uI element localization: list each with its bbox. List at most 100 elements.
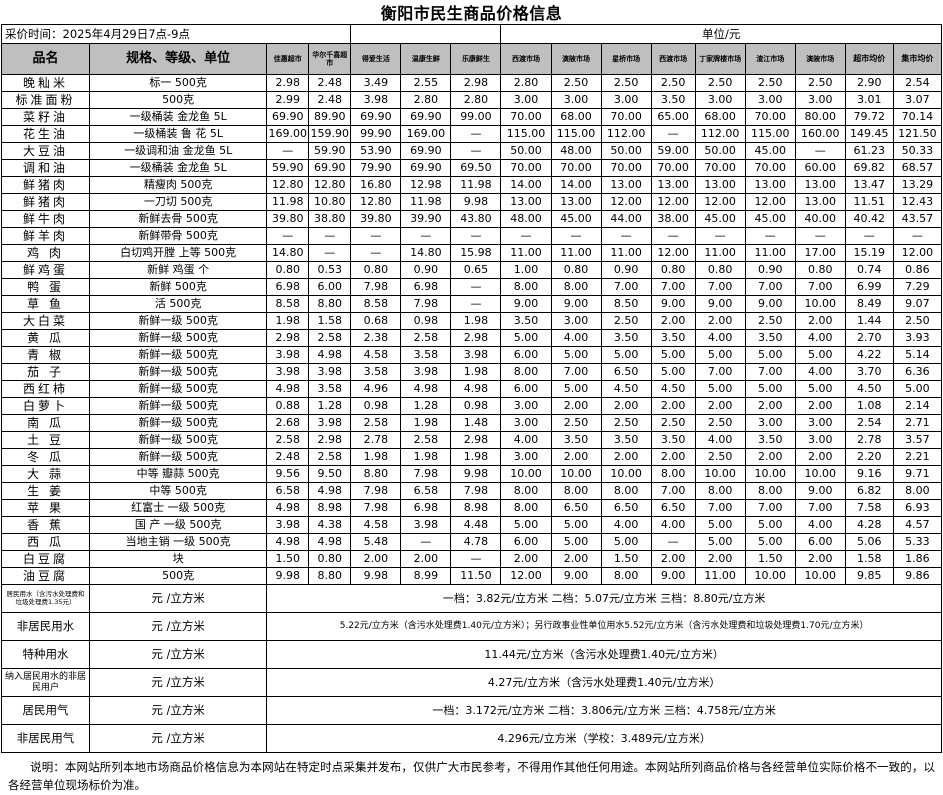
price-cell: —	[450, 227, 502, 245]
price-cell: 4.50	[600, 380, 652, 398]
price-cell: 3.50	[650, 329, 696, 347]
price-cell: 14.00	[550, 176, 602, 194]
price-cell: 1.86	[892, 550, 943, 568]
price-cell: 69.90	[400, 159, 452, 177]
price-cell: 69.90	[400, 142, 452, 160]
price-cell: 13.00	[794, 193, 846, 211]
price-cell: 39.90	[400, 210, 452, 228]
price-cell: —	[892, 227, 943, 245]
price-cell: 2.98	[450, 74, 502, 92]
price-cell: 2.00	[600, 448, 652, 466]
price-cell: 12.00	[892, 244, 943, 262]
price-cell: 48.00	[550, 142, 602, 160]
price-cell: 8.00	[600, 567, 652, 585]
price-cell: 4.00	[600, 516, 652, 534]
price-cell: 9.50	[308, 465, 352, 483]
product-spec: 新鲜去骨 500克	[89, 210, 268, 228]
price-cell: 3.00	[794, 414, 846, 432]
product-spec: 新鲜一级 500克	[89, 397, 268, 415]
price-cell: 2.00	[650, 397, 696, 415]
price-cell: 6.98	[400, 278, 452, 296]
price-cell: 39.80	[350, 210, 402, 228]
header-market-7: 星桥市场	[600, 43, 652, 75]
price-cell: 4.50	[844, 380, 894, 398]
product-spec: 新鲜带骨 500克	[89, 227, 268, 245]
price-cell: 1.98	[400, 414, 452, 432]
price-cell: 8.00	[500, 278, 552, 296]
table-row: 大白菜 新鲜一级 500克 1.98 1.58 0.68 0.98 1.98 3.50 3.00…	[0, 312, 943, 330]
price-cell: 3.00	[600, 91, 652, 109]
product-name: 菜籽油	[0, 108, 91, 126]
utility-value: 4.296元/立方米（学校：3.489元/立方米）	[266, 724, 942, 753]
product-name: 西红柿	[0, 380, 91, 398]
price-cell: 70.00	[744, 159, 796, 177]
price-cell: 2.50	[600, 414, 652, 432]
price-cell: 5.00	[500, 329, 552, 347]
price-cell: 3.50	[650, 431, 696, 449]
price-cell: 2.00	[400, 550, 452, 568]
price-cell: 69.90	[350, 108, 402, 126]
price-cell: 10.00	[794, 295, 846, 313]
price-cell: 2.20	[844, 448, 894, 466]
price-cell: 3.00	[794, 91, 846, 109]
price-cell: 10.00	[744, 567, 796, 585]
product-name: 鲜猪肉	[0, 193, 91, 211]
price-cell: 50.00	[500, 142, 552, 160]
price-cell: 3.93	[892, 329, 943, 347]
product-name: 大 蒜	[0, 465, 91, 483]
price-cell: 2.50	[744, 74, 796, 92]
price-cell: 0.65	[450, 261, 502, 279]
price-cell: 2.00	[744, 448, 796, 466]
price-cell: 79.72	[844, 108, 894, 126]
price-cell: 6.00	[500, 346, 552, 364]
price-cell: 0.86	[892, 261, 943, 279]
price-cell: 11.98	[266, 193, 310, 211]
price-cell: 9.00	[794, 482, 846, 500]
product-spec: 精瘦肉 500克	[89, 176, 268, 194]
price-cell: 3.98	[266, 346, 310, 364]
product-name: 鲜猪肉	[0, 176, 91, 194]
table-row: 白萝卜 新鲜一级 500克 0.88 1.28 0.98 1.28 0.98 3.00 2.00…	[0, 397, 943, 415]
price-cell: —	[450, 550, 502, 568]
price-cell: 5.00	[550, 533, 602, 551]
header-avg-supermarket: 超市均价	[844, 43, 894, 75]
price-cell: —	[400, 533, 452, 551]
product-spec: 新鲜一级 500克	[89, 329, 268, 347]
price-cell: 6.93	[892, 499, 943, 517]
price-cell: —	[844, 227, 894, 245]
price-cell: 6.00	[500, 380, 552, 398]
product-spec: 中等 500克	[89, 482, 268, 500]
price-cell: 70.00	[694, 159, 746, 177]
price-cell: 6.50	[550, 499, 602, 517]
price-cell: 8.58	[350, 295, 402, 313]
product-name: 鲜牛肉	[0, 210, 91, 228]
price-cell: 7.00	[694, 363, 746, 381]
price-cell: 12.98	[400, 176, 452, 194]
price-cell: 12.00	[694, 193, 746, 211]
price-cell: 2.50	[650, 74, 696, 92]
product-name: 大豆油	[0, 142, 91, 160]
price-cell: 9.07	[892, 295, 943, 313]
price-cell: —	[500, 227, 552, 245]
price-cell: 8.00	[650, 465, 696, 483]
price-cell: 2.48	[266, 448, 310, 466]
product-name: 黄 瓜	[0, 329, 91, 347]
price-cell: 4.58	[350, 346, 402, 364]
price-cell: 11.50	[450, 567, 502, 585]
price-cell: 59.90	[308, 142, 352, 160]
price-cell: 112.00	[600, 125, 652, 143]
price-cell: 1.98	[266, 312, 310, 330]
price-cell: 7.00	[794, 499, 846, 517]
price-cell: 13.29	[892, 176, 943, 194]
price-cell: 2.00	[694, 312, 746, 330]
price-cell: 0.88	[266, 397, 310, 415]
price-cell: 9.00	[650, 567, 696, 585]
footnote-text: 说明：本网站所列本地市场商品价格信息为本网站在特定时点采集并发布，仅供广大市民参…	[8, 760, 935, 792]
price-cell: 0.80	[694, 261, 746, 279]
price-cell: 12.00	[744, 193, 796, 211]
price-cell: 0.80	[794, 261, 846, 279]
price-cell: 4.00	[794, 363, 846, 381]
table-row: 青 椒新鲜一级 500克 3.98 4.98 4.58 3.58 3.98 6.00 5.00…	[0, 346, 943, 364]
price-cell: 5.00	[650, 363, 696, 381]
price-cell: 0.90	[400, 261, 452, 279]
